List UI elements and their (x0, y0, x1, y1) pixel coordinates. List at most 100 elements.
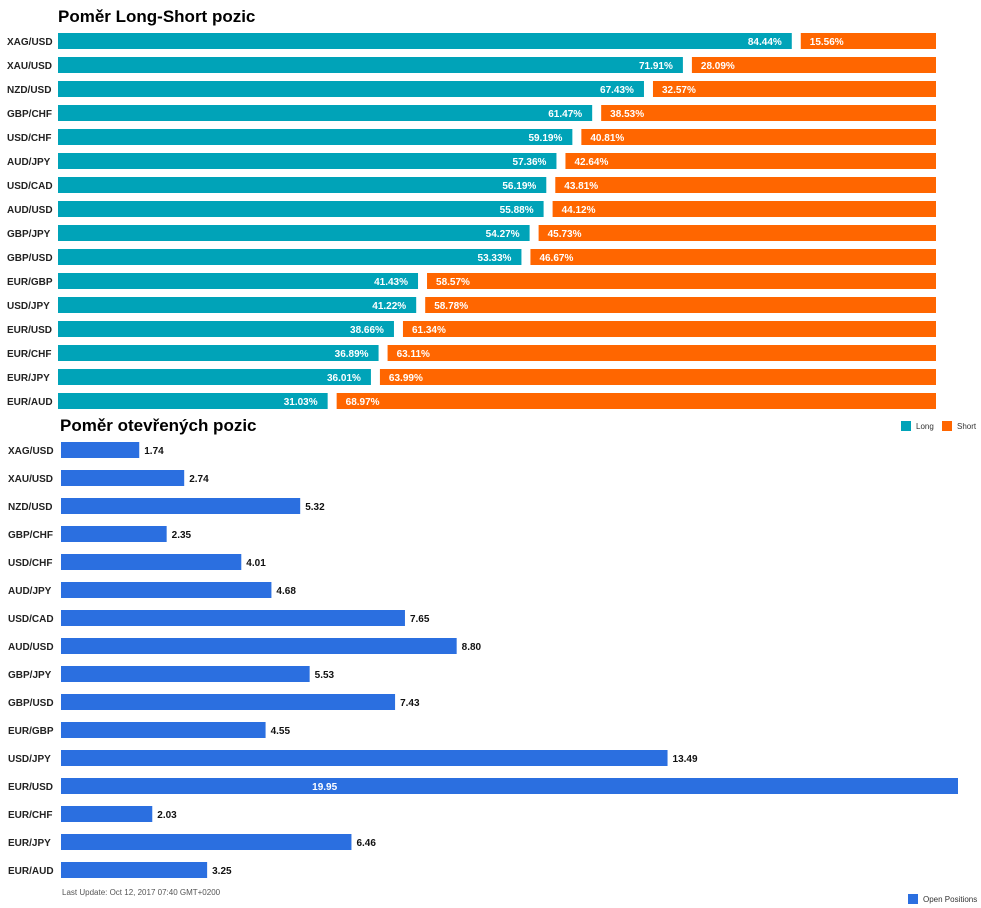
long-bar-gbp-usd (58, 249, 522, 265)
category-label-eur-jpy: EUR/JPY (7, 373, 50, 384)
long-label-nzd-usd: 67.43% (600, 85, 634, 96)
category-label-aud-jpy: AUD/JPY (8, 586, 52, 597)
short-label-eur-gbp: 58.57% (436, 277, 470, 288)
long-label-eur-gbp: 41.43% (374, 277, 408, 288)
open-bar-eur-gbp (61, 722, 266, 738)
long-bar-eur-usd (58, 321, 394, 337)
short-bar-eur-gbp (427, 273, 936, 289)
value-label-xag-usd: 1.74 (144, 446, 164, 457)
short-bar-gbp-usd (530, 249, 936, 265)
short-label-gbp-jpy: 45.73% (548, 229, 582, 240)
value-label-aud-jpy: 4.68 (276, 586, 296, 597)
short-label-nzd-usd: 32.57% (662, 85, 696, 96)
category-label-usd-cad: USD/CAD (7, 181, 53, 192)
short-label-gbp-chf: 38.53% (610, 109, 644, 120)
legend-short-swatch (942, 421, 952, 431)
short-bar-aud-jpy (565, 153, 936, 169)
legend-short-label: Short (957, 422, 977, 431)
long-bar-nzd-usd (58, 81, 644, 97)
open-bar-gbp-chf (61, 526, 167, 542)
open-bar-usd-chf (61, 554, 242, 570)
value-label-eur-jpy: 6.46 (356, 838, 376, 849)
long-bar-usd-cad (58, 177, 547, 193)
short-label-eur-chf: 63.11% (397, 349, 430, 360)
category-label-xag-usd: XAG/USD (7, 37, 53, 48)
long-label-usd-cad: 56.19% (502, 181, 536, 192)
long-label-eur-jpy: 36.01% (327, 373, 361, 384)
category-label-eur-aud: EUR/AUD (8, 866, 54, 877)
long-bar-usd-chf (58, 129, 573, 145)
category-label-eur-chf: EUR/CHF (8, 810, 52, 821)
short-bar-xau-usd (691, 57, 936, 73)
category-label-xau-usd: XAU/USD (8, 474, 53, 485)
category-label-usd-cad: USD/CAD (8, 614, 54, 625)
long-bar-xag-usd (58, 33, 792, 49)
category-label-gbp-jpy: GBP/JPY (7, 229, 51, 240)
value-label-gbp-usd: 7.43 (400, 698, 420, 709)
value-label-gbp-chf: 2.35 (172, 530, 192, 541)
long-bar-usd-jpy (58, 297, 417, 313)
long-short-chart: XAG/USD 84.44% 15.56% XAU/USD 71.91% 28.09% NZ… (7, 33, 937, 409)
short-bar-eur-jpy (379, 369, 937, 385)
long-label-usd-chf: 59.19% (528, 133, 562, 144)
short-bar-gbp-jpy (538, 225, 936, 241)
category-label-gbp-jpy: GBP/JPY (8, 670, 52, 681)
short-bar-eur-aud (336, 393, 936, 409)
category-label-aud-usd: AUD/USD (7, 205, 53, 216)
category-label-usd-chf: USD/CHF (8, 558, 52, 569)
value-label-gbp-jpy: 5.53 (315, 670, 335, 681)
value-label-nzd-usd: 5.32 (305, 502, 325, 513)
legend-long: Long (901, 421, 934, 431)
short-label-gbp-usd: 46.67% (539, 253, 573, 264)
category-label-eur-gbp: EUR/GBP (7, 277, 53, 288)
category-label-aud-jpy: AUD/JPY (7, 157, 51, 168)
value-label-usd-jpy: 13.49 (673, 754, 698, 765)
long-label-aud-jpy: 57.36% (513, 157, 547, 168)
short-bar-usd-jpy (425, 297, 936, 313)
category-label-gbp-chf: GBP/CHF (8, 530, 53, 541)
long-label-gbp-chf: 61.47% (548, 109, 582, 120)
open-bar-aud-jpy (61, 582, 272, 598)
chart-title-open-positions: Poměr otevřených pozic (60, 416, 257, 435)
category-label-gbp-usd: GBP/USD (7, 253, 53, 264)
category-label-gbp-usd: GBP/USD (8, 698, 54, 709)
category-label-gbp-chf: GBP/CHF (7, 109, 52, 120)
open-bar-xag-usd (61, 442, 140, 458)
legend-open-positions: Open Positions (908, 894, 977, 904)
open-bar-usd-cad (61, 610, 405, 626)
open-bar-nzd-usd (61, 498, 301, 514)
legend-long-swatch (901, 421, 911, 431)
category-label-xag-usd: XAG/USD (8, 446, 54, 457)
category-label-eur-chf: EUR/CHF (7, 349, 51, 360)
long-bar-gbp-chf (58, 105, 593, 121)
chart-title-long-short: Poměr Long-Short pozic (58, 7, 255, 26)
long-label-eur-aud: 31.03% (284, 397, 318, 408)
short-label-eur-aud: 68.97% (346, 397, 380, 408)
short-bar-gbp-chf (601, 105, 936, 121)
short-label-aud-jpy: 42.64% (574, 157, 608, 168)
category-label-usd-chf: USD/CHF (7, 133, 51, 144)
category-label-aud-usd: AUD/USD (8, 642, 54, 653)
long-label-gbp-usd: 53.33% (478, 253, 512, 264)
value-label-eur-aud: 3.25 (212, 866, 232, 877)
open-bar-gbp-usd (61, 694, 396, 710)
short-bar-xag-usd (800, 33, 936, 49)
legend-long-label: Long (916, 422, 934, 431)
category-label-xau-usd: XAU/USD (7, 61, 52, 72)
long-bar-xau-usd (58, 57, 683, 73)
value-label-usd-cad: 7.65 (410, 614, 430, 625)
long-label-gbp-jpy: 54.27% (486, 229, 520, 240)
long-bar-aud-jpy (58, 153, 557, 169)
long-label-xau-usd: 71.91% (639, 61, 673, 72)
open-bar-usd-jpy (61, 750, 668, 766)
short-label-eur-jpy: 63.99% (389, 373, 423, 384)
long-label-xag-usd: 84.44% (748, 37, 782, 48)
open-positions-chart: XAG/USD 1.74 XAU/USD 2.74 NZD/USD 5.32 GBP/CHF… (8, 442, 958, 878)
long-label-eur-chf: 36.89% (335, 349, 369, 360)
short-label-xau-usd: 28.09% (701, 61, 735, 72)
last-update: Last Update: Oct 12, 2017 07:40 GMT+0200 (62, 888, 221, 897)
legend-short: Short (942, 421, 977, 431)
long-label-eur-usd: 38.66% (350, 325, 384, 336)
category-label-nzd-usd: NZD/USD (7, 85, 51, 96)
